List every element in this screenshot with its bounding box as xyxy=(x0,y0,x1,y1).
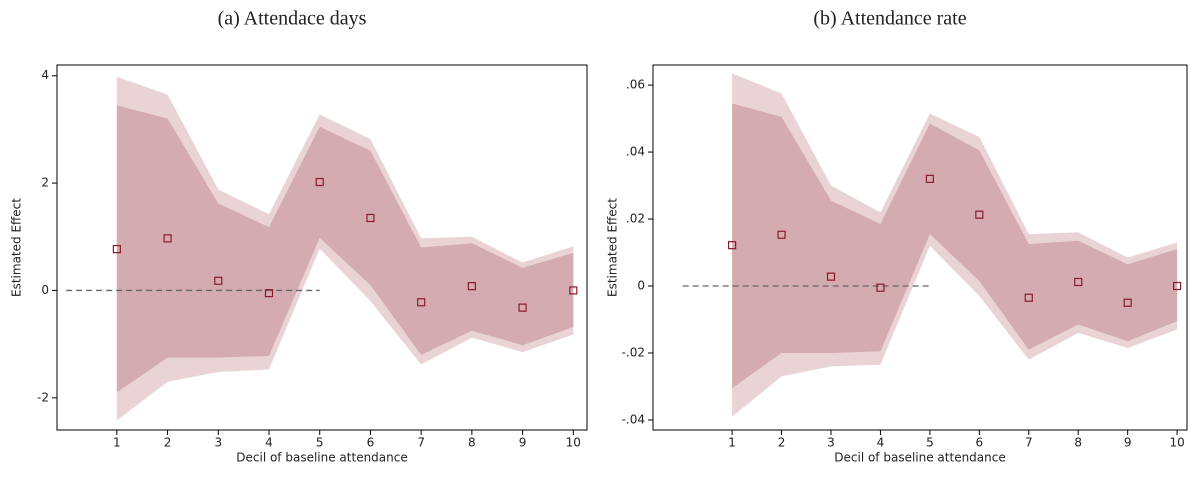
x-tick-label: 7 xyxy=(1025,436,1033,450)
point-marker xyxy=(1123,298,1132,307)
point-marker xyxy=(112,245,121,254)
y-axis-label: Estimated Effect xyxy=(10,198,24,297)
point-marker xyxy=(876,283,885,292)
point-marker xyxy=(315,177,324,187)
x-axis-label: Decil of baseline attendance xyxy=(236,451,407,465)
x-tick-label: 3 xyxy=(214,436,222,450)
x-axis-label: Decil of baseline attendance xyxy=(834,451,1005,465)
y-tick-label: 0 xyxy=(41,283,49,297)
point-marker xyxy=(366,213,375,223)
x-tick-label: 4 xyxy=(265,436,273,450)
x-tick-label: 5 xyxy=(316,436,324,450)
plot-frame xyxy=(652,64,1188,431)
chart-title: (b) Attendance rate xyxy=(813,8,966,30)
point-marker xyxy=(925,174,934,183)
point-marker xyxy=(264,289,274,298)
y-tick-label: -.02 xyxy=(622,345,645,359)
point-marker xyxy=(569,286,578,295)
point-marker xyxy=(826,272,836,281)
x-tick-label: 6 xyxy=(367,436,375,450)
chart-title: (a) Attendace days xyxy=(218,8,367,30)
y-tick-label: 2 xyxy=(41,176,49,190)
point-marker xyxy=(518,303,527,312)
y-tick-label: -2 xyxy=(37,390,49,404)
x-tick-label: 5 xyxy=(926,436,934,450)
point-marker xyxy=(214,276,223,285)
point-marker xyxy=(1173,281,1182,291)
point-marker xyxy=(777,230,786,239)
x-tick-label: 2 xyxy=(164,436,172,450)
point-marker xyxy=(417,298,426,307)
y-tick-label: .06 xyxy=(626,78,645,92)
point-marker xyxy=(975,210,984,219)
point-marker xyxy=(1074,277,1083,287)
point-marker xyxy=(163,234,172,243)
y-tick-label: .02 xyxy=(626,212,645,226)
x-tick-label: 1 xyxy=(113,436,121,450)
x-tick-label: 8 xyxy=(1074,436,1082,450)
confidence-band xyxy=(732,103,1178,389)
x-tick-label: 2 xyxy=(778,436,786,450)
y-tick-label: 4 xyxy=(41,68,49,82)
x-tick-label: 6 xyxy=(976,436,984,450)
x-tick-label: 3 xyxy=(827,436,835,450)
y-tick-label: .04 xyxy=(626,145,645,159)
point-marker xyxy=(467,282,476,291)
x-tick-label: 7 xyxy=(417,436,425,450)
x-tick-label: 10 xyxy=(566,436,581,450)
x-tick-label: 1 xyxy=(728,436,736,450)
plot-frame xyxy=(56,64,588,431)
x-tick-label: 8 xyxy=(468,436,476,450)
x-tick-label: 9 xyxy=(519,436,527,450)
y-axis-label: Estimated Effect xyxy=(606,198,620,297)
y-tick-label: 0 xyxy=(637,279,645,293)
point-marker xyxy=(1024,293,1033,302)
x-tick-label: 4 xyxy=(877,436,885,450)
point-marker xyxy=(728,241,737,250)
x-tick-label: 9 xyxy=(1124,436,1132,450)
x-tick-label: 10 xyxy=(1169,436,1184,450)
y-tick-label: -.04 xyxy=(622,412,645,426)
confidence-band xyxy=(116,105,574,393)
